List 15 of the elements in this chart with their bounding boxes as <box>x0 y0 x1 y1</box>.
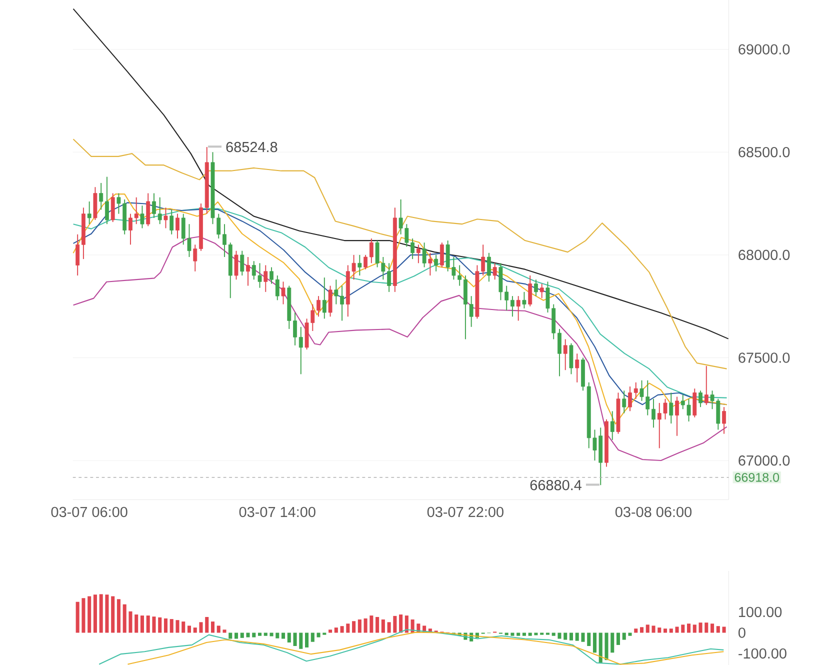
y-tick-label: 0 <box>738 627 746 638</box>
annotation: 66880.4 <box>530 480 582 490</box>
x-tick-label: 03-07 22:00 <box>427 506 504 517</box>
x-tick-label: 03-08 06:00 <box>615 506 692 517</box>
annotation: 68524.8 <box>226 142 278 152</box>
y-tick-label: 69000.0 <box>738 44 790 54</box>
x-tick-label: 03-07 14:00 <box>239 506 316 517</box>
y-tick-label: 67000.0 <box>738 455 790 466</box>
ref-line-label: 66918.0 <box>734 472 780 482</box>
y-tick-label: 67500.0 <box>738 352 790 363</box>
y-tick-label: -100.00 <box>738 648 786 658</box>
x-tick-label: 03-07 06:00 <box>51 506 128 517</box>
y-tick-label: 68000.0 <box>738 250 790 260</box>
y-tick-label: 100.00 <box>739 606 782 617</box>
y-tick-label: 68500.0 <box>738 146 790 158</box>
